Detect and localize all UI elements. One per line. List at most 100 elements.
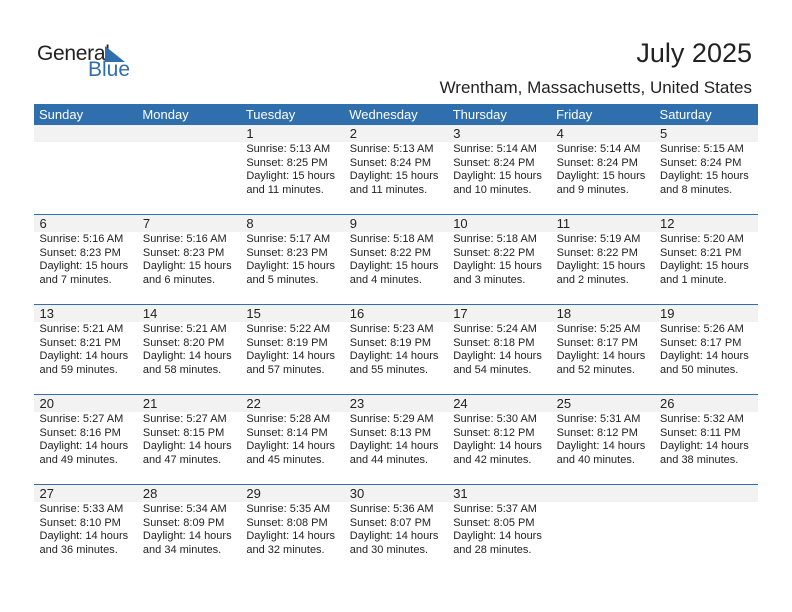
day-number: 30 [349, 486, 365, 501]
sunrise-text: Sunrise: 5:35 AM [246, 503, 331, 515]
minutes-text: and 32 minutes. [246, 543, 325, 556]
day-info: Sunrise: 5:14 AM Sunset: 8:24 PM Daylight:… [453, 143, 551, 197]
day-number: 11 [556, 216, 571, 231]
day-number: 25 [556, 396, 572, 411]
day-info: Sunrise: 5:29 AM Sunset: 8:13 PM Daylight:… [350, 413, 448, 467]
day-info: Sunrise: 5:18 AM Sunset: 8:22 PM Daylight:… [453, 233, 551, 287]
day-number: 10 [453, 216, 468, 231]
minutes-text: and 28 minutes. [453, 543, 532, 556]
day-cell: 23 Sunrise: 5:29 AM Sunset: 8:13 PM Dayligh… [344, 395, 447, 485]
day-number: 27 [39, 486, 54, 501]
sunset-text: Sunset: 8:17 PM [556, 336, 638, 349]
day-cell: 26 Sunrise: 5:32 AM Sunset: 8:11 PM Dayligh… [655, 395, 758, 485]
minutes-text: and 11 minutes. [246, 183, 324, 196]
day-cell: 21 Sunrise: 5:27 AM Sunset: 8:15 PM Dayligh… [137, 395, 240, 485]
daylight-text: Daylight: 15 hours [556, 260, 646, 272]
sunset-text: Sunset: 8:18 PM [453, 336, 535, 349]
sunrise-text: Sunrise: 5:21 AM [142, 323, 227, 335]
day-info: Sunrise: 5:16 AM Sunset: 8:23 PM Daylight:… [40, 233, 138, 287]
minutes-text: and 8 minutes. [660, 183, 733, 196]
day-info: Sunrise: 5:13 AM Sunset: 8:25 PM Daylight:… [246, 143, 344, 197]
weekday-tuesday: Tuesday [245, 107, 296, 122]
day-cell: 8 Sunrise: 5:17 AM Sunset: 8:23 PM Daylight… [241, 215, 344, 305]
daylight-text: Daylight: 14 hours [660, 440, 749, 452]
weekday-monday: Monday [142, 107, 189, 122]
day-number: 9 [349, 216, 357, 231]
minutes-text: and 36 minutes. [39, 543, 118, 556]
daylight-text: Daylight: 15 hours [246, 170, 336, 182]
week-row: 1 Sunrise: 5:13 AM Sunset: 8:25 PM Daylight… [34, 125, 758, 215]
minutes-text: and 49 minutes. [39, 453, 118, 466]
day-cell: 7 Sunrise: 5:16 AM Sunset: 8:23 PM Daylight… [137, 215, 240, 305]
sunrise-text: Sunrise: 5:29 AM [349, 413, 434, 425]
logo-blue: Blue [88, 58, 131, 81]
day-number-band [34, 305, 758, 322]
day-info: Sunrise: 5:16 AM Sunset: 8:23 PM Daylight:… [143, 233, 241, 287]
minutes-text: and 30 minutes. [349, 543, 429, 556]
minutes-text: and 11 minutes. [349, 183, 428, 196]
weekday-wednesday: Wednesday [349, 107, 418, 122]
day-cell: 14 Sunrise: 5:21 AM Sunset: 8:20 PM Dayligh… [137, 305, 240, 395]
day-info: Sunrise: 5:30 AM Sunset: 8:12 PM Daylight:… [453, 413, 551, 467]
day-info: Sunrise: 5:26 AM Sunset: 8:17 PM Daylight:… [660, 323, 758, 377]
day-info: Sunrise: 5:14 AM Sunset: 8:24 PM Daylight:… [557, 143, 655, 197]
daylight-text: Daylight: 14 hours [39, 530, 129, 542]
sunset-text: Sunset: 8:13 PM [349, 426, 432, 439]
minutes-text: and 5 minutes. [246, 273, 319, 286]
week-row: 13 Sunrise: 5:21 AM Sunset: 8:21 PM Dayligh… [34, 304, 758, 395]
day-number: 21 [142, 396, 158, 411]
weekday-thursday: Thursday [452, 107, 507, 122]
minutes-text: and 6 minutes. [142, 273, 216, 286]
sunrise-text: Sunrise: 5:16 AM [142, 233, 227, 245]
day-number: 29 [246, 486, 261, 501]
day-info: Sunrise: 5:27 AM Sunset: 8:16 PM Daylight:… [40, 413, 138, 467]
day-cell: 11 Sunrise: 5:19 AM Sunset: 8:22 PM Dayligh… [551, 215, 654, 305]
day-info: Sunrise: 5:27 AM Sunset: 8:15 PM Daylight:… [143, 413, 241, 467]
minutes-text: and 44 minutes. [349, 453, 429, 466]
day-cell: 9 Sunrise: 5:18 AM Sunset: 8:22 PM Daylight… [344, 215, 447, 305]
sunrise-text: Sunrise: 5:21 AM [39, 323, 124, 335]
daylight-text: Daylight: 15 hours [453, 260, 542, 272]
minutes-text: and 9 minutes. [556, 183, 629, 196]
day-number: 6 [39, 216, 47, 231]
weekday-saturday: Saturday [659, 107, 712, 122]
sunset-text: Sunset: 8:11 PM [660, 426, 741, 439]
daylight-text: Daylight: 15 hours [246, 260, 336, 272]
minutes-text: and 58 minutes. [142, 363, 222, 376]
minutes-text: and 52 minutes. [556, 363, 635, 376]
daylight-text: Daylight: 15 hours [660, 170, 749, 182]
day-info: Sunrise: 5:32 AM Sunset: 8:11 PM Daylight:… [660, 413, 758, 467]
day-info: Sunrise: 5:25 AM Sunset: 8:17 PM Daylight:… [557, 323, 655, 377]
minutes-text: and 42 minutes. [453, 453, 532, 466]
sunset-text: Sunset: 8:17 PM [660, 336, 742, 349]
day-cell: 28 Sunrise: 5:34 AM Sunset: 8:09 PM Dayligh… [137, 485, 240, 575]
day-number: 17 [453, 306, 468, 321]
daylight-text: Daylight: 14 hours [660, 350, 749, 362]
sunrise-text: Sunrise: 5:33 AM [39, 503, 124, 515]
minutes-text: and 1 minute. [660, 273, 727, 286]
week-row: 20 Sunrise: 5:27 AM Sunset: 8:16 PM Dayligh… [34, 394, 758, 485]
minutes-text: and 2 minutes. [556, 273, 629, 286]
sunrise-text: Sunrise: 5:18 AM [349, 233, 434, 245]
day-info: Sunrise: 5:19 AM Sunset: 8:22 PM Daylight:… [557, 233, 655, 287]
day-cell: 2 Sunrise: 5:13 AM Sunset: 8:24 PM Daylight… [344, 125, 447, 215]
sunrise-text: Sunrise: 5:27 AM [39, 413, 124, 425]
day-number: 31 [453, 486, 468, 501]
day-cell: 13 Sunrise: 5:21 AM Sunset: 8:21 PM Dayligh… [34, 305, 137, 395]
day-number: 12 [660, 216, 675, 231]
daylight-text: Daylight: 14 hours [142, 350, 232, 362]
day-cell: 10 Sunrise: 5:18 AM Sunset: 8:22 PM Dayligh… [448, 215, 551, 305]
sunrise-text: Sunrise: 5:37 AM [453, 503, 537, 515]
logo-triangle-icon [105, 46, 125, 62]
week-row: 27 Sunrise: 5:33 AM Sunset: 8:10 PM Dayligh… [34, 484, 758, 575]
daylight-text: Daylight: 14 hours [142, 530, 232, 542]
day-cell: 1 Sunrise: 5:13 AM Sunset: 8:25 PM Daylight… [241, 125, 344, 215]
sunrise-text: Sunrise: 5:23 AM [349, 323, 434, 335]
minutes-text: and 7 minutes. [39, 273, 112, 286]
day-cell: 17 Sunrise: 5:24 AM Sunset: 8:18 PM Dayligh… [448, 305, 551, 395]
day-number: 23 [349, 396, 365, 411]
day-info: Sunrise: 5:23 AM Sunset: 8:19 PM Daylight:… [350, 323, 448, 377]
day-number: 15 [246, 306, 261, 321]
page-title: July 2025 [636, 38, 752, 68]
